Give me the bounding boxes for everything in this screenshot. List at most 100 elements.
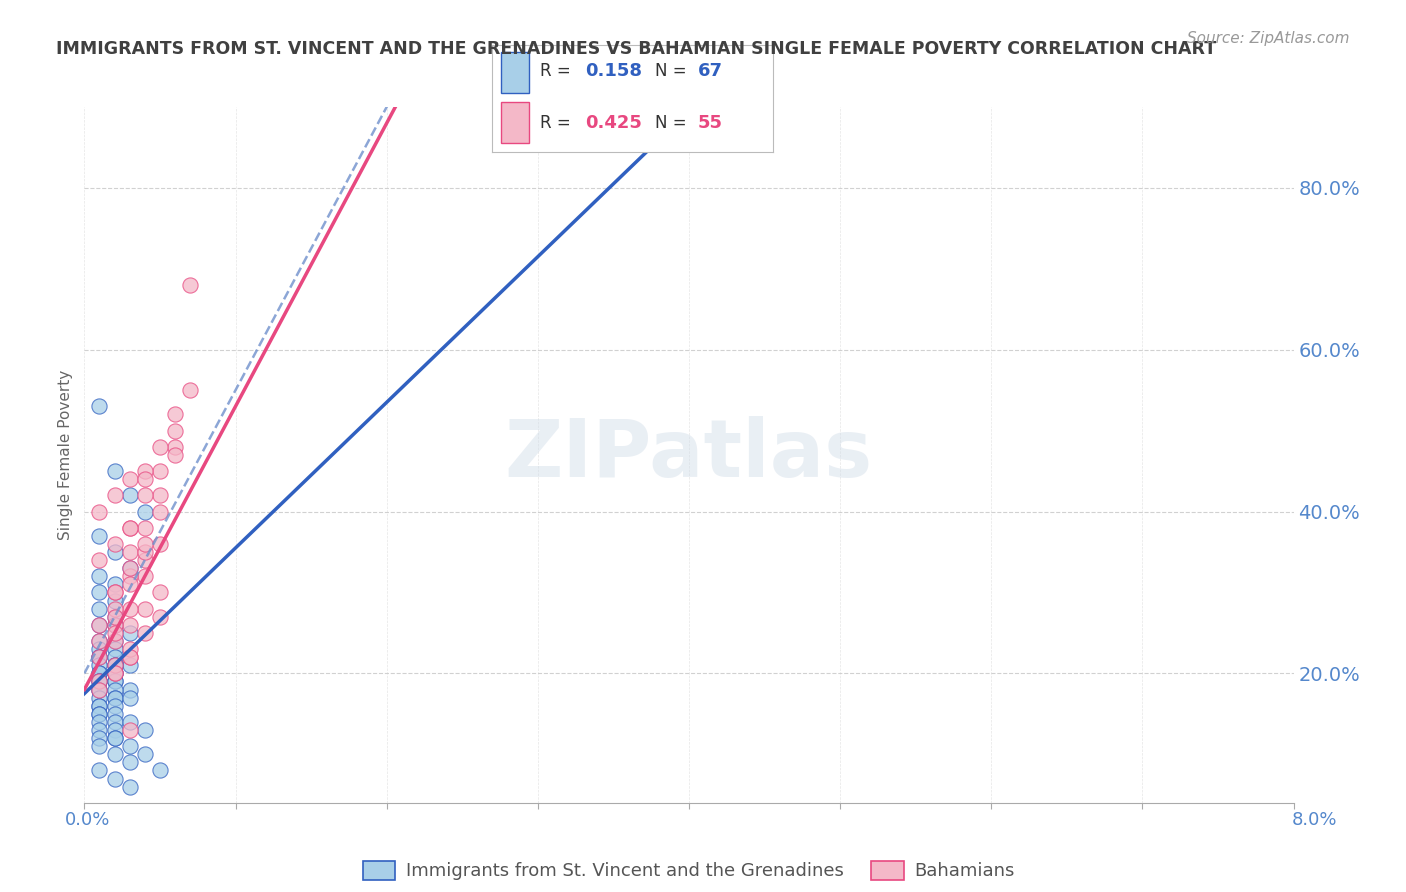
- Text: Source: ZipAtlas.com: Source: ZipAtlas.com: [1187, 31, 1350, 46]
- Point: [89, 674, 111, 689]
- Point: [89, 553, 111, 567]
- Text: 55: 55: [697, 114, 723, 132]
- Point: [104, 747, 127, 762]
- Point: [118, 617, 141, 632]
- Point: [118, 658, 141, 673]
- Point: [104, 731, 127, 745]
- Point: [104, 690, 127, 705]
- Point: [118, 642, 141, 657]
- Point: [165, 440, 187, 454]
- Point: [134, 504, 156, 518]
- Point: [104, 690, 127, 705]
- Point: [118, 545, 141, 559]
- Point: [104, 666, 127, 681]
- Point: [89, 674, 111, 689]
- Point: [104, 666, 127, 681]
- Point: [104, 537, 127, 551]
- Text: N =: N =: [655, 114, 692, 132]
- Point: [104, 585, 127, 599]
- Point: [89, 674, 111, 689]
- Point: [89, 682, 111, 697]
- Point: [165, 448, 187, 462]
- Point: [118, 650, 141, 665]
- Point: [89, 585, 111, 599]
- Point: [89, 634, 111, 648]
- Point: [104, 682, 127, 697]
- Point: [104, 723, 127, 737]
- Point: [134, 747, 156, 762]
- Point: [118, 601, 141, 615]
- Point: [118, 626, 141, 640]
- Point: [104, 666, 127, 681]
- Point: [89, 731, 111, 745]
- Point: [104, 617, 127, 632]
- Text: N =: N =: [655, 62, 692, 80]
- Text: 0.425: 0.425: [585, 114, 641, 132]
- Point: [134, 545, 156, 559]
- Point: [104, 674, 127, 689]
- Point: [134, 723, 156, 737]
- Point: [89, 569, 111, 583]
- Point: [149, 764, 172, 778]
- Point: [89, 650, 111, 665]
- Point: [134, 553, 156, 567]
- Point: [134, 521, 156, 535]
- Point: [149, 609, 172, 624]
- Point: [104, 666, 127, 681]
- Point: [89, 714, 111, 729]
- FancyBboxPatch shape: [501, 52, 529, 93]
- Point: [149, 440, 172, 454]
- Point: [134, 488, 156, 502]
- Point: [89, 682, 111, 697]
- Point: [104, 545, 127, 559]
- Point: [118, 472, 141, 486]
- Point: [89, 529, 111, 543]
- Point: [118, 577, 141, 591]
- Point: [104, 626, 127, 640]
- Point: [118, 690, 141, 705]
- Point: [118, 780, 141, 794]
- Point: [89, 690, 111, 705]
- Point: [149, 488, 172, 502]
- Point: [149, 504, 172, 518]
- Point: [89, 739, 111, 754]
- Point: [89, 698, 111, 713]
- Point: [89, 723, 111, 737]
- Point: [104, 585, 127, 599]
- Point: [89, 642, 111, 657]
- Point: [179, 383, 201, 397]
- Point: [104, 658, 127, 673]
- Point: [89, 698, 111, 713]
- Point: [118, 488, 141, 502]
- Y-axis label: Single Female Poverty: Single Female Poverty: [58, 370, 73, 540]
- Text: 67: 67: [697, 62, 723, 80]
- Text: IMMIGRANTS FROM ST. VINCENT AND THE GRENADINES VS BAHAMIAN SINGLE FEMALE POVERTY: IMMIGRANTS FROM ST. VINCENT AND THE GREN…: [56, 40, 1216, 58]
- Text: 0.0%: 0.0%: [65, 811, 110, 829]
- Point: [149, 464, 172, 478]
- Point: [89, 617, 111, 632]
- Point: [165, 424, 187, 438]
- Point: [134, 472, 156, 486]
- Point: [134, 537, 156, 551]
- Point: [89, 504, 111, 518]
- Point: [104, 772, 127, 786]
- Point: [104, 650, 127, 665]
- Point: [179, 278, 201, 293]
- Point: [118, 569, 141, 583]
- Point: [104, 634, 127, 648]
- Point: [134, 626, 156, 640]
- Point: [104, 674, 127, 689]
- Point: [104, 601, 127, 615]
- Point: [89, 601, 111, 615]
- Point: [118, 723, 141, 737]
- Point: [149, 537, 172, 551]
- Text: ZIPatlas: ZIPatlas: [505, 416, 873, 494]
- Point: [89, 658, 111, 673]
- Point: [149, 585, 172, 599]
- Point: [104, 577, 127, 591]
- Point: [104, 714, 127, 729]
- Point: [89, 706, 111, 721]
- Point: [89, 617, 111, 632]
- Point: [104, 706, 127, 721]
- Point: [104, 698, 127, 713]
